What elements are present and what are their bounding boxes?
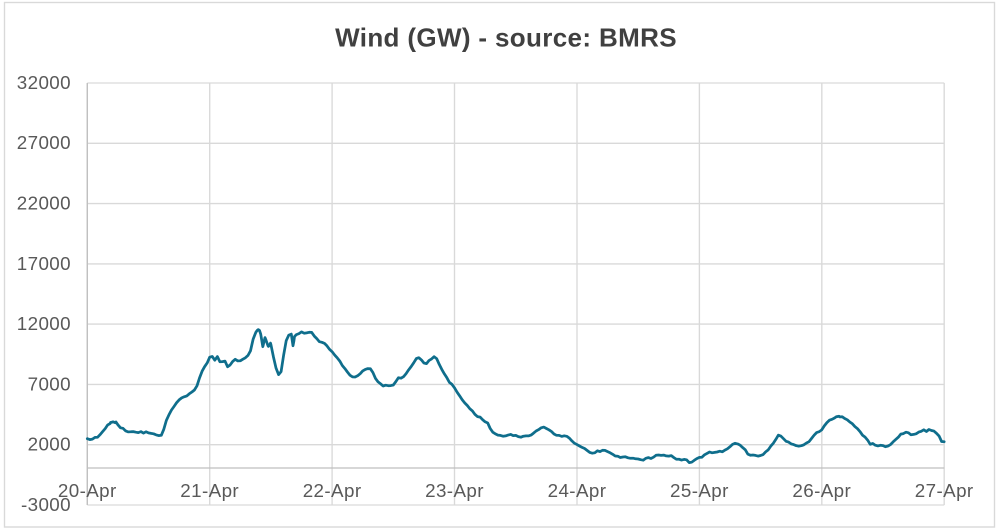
svg-text:12000: 12000 [17,313,71,334]
svg-text:7000: 7000 [28,373,71,394]
svg-text:22000: 22000 [17,193,71,214]
svg-text:23-Apr: 23-Apr [425,480,484,501]
svg-text:26-Apr: 26-Apr [792,480,851,501]
svg-text:25-Apr: 25-Apr [670,480,729,501]
svg-text:20-Apr: 20-Apr [58,480,117,501]
svg-text:Wind (GW) - source: BMRS: Wind (GW) - source: BMRS [335,22,677,52]
svg-text:32000: 32000 [17,72,71,93]
svg-text:17000: 17000 [17,253,71,274]
svg-text:21-Apr: 21-Apr [180,480,239,501]
svg-text:2000: 2000 [28,434,71,455]
svg-text:-3000: -3000 [21,494,71,515]
svg-text:22-Apr: 22-Apr [303,480,362,501]
svg-text:24-Apr: 24-Apr [548,480,607,501]
svg-text:27-Apr: 27-Apr [915,480,974,501]
svg-text:27000: 27000 [17,132,71,153]
